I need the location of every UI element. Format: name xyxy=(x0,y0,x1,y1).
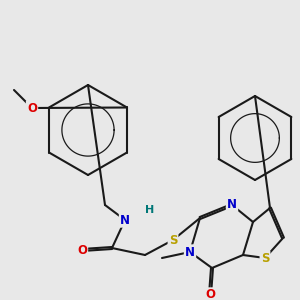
Text: N: N xyxy=(120,214,130,226)
Text: O: O xyxy=(27,101,37,115)
Text: N: N xyxy=(227,199,237,212)
Text: S: S xyxy=(261,251,269,265)
Text: N: N xyxy=(185,245,195,259)
Text: S: S xyxy=(169,233,177,247)
Text: O: O xyxy=(77,244,87,256)
Text: O: O xyxy=(205,289,215,300)
Text: H: H xyxy=(146,205,154,215)
